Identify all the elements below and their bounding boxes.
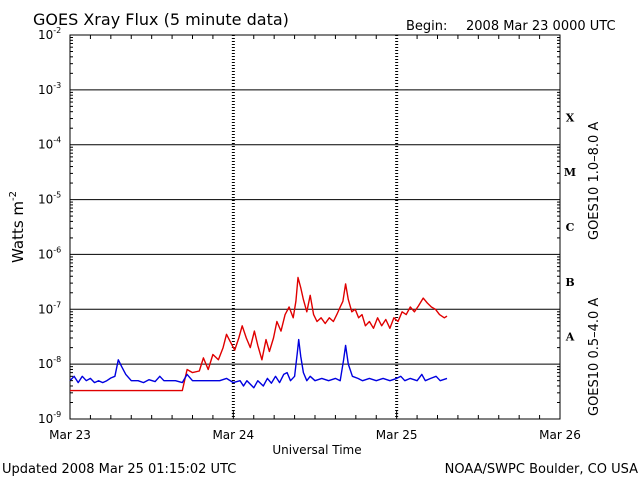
flare-class-B: B (565, 276, 574, 289)
x-axis-label: Universal Time (272, 443, 361, 457)
y-tick-exponent: -3 (53, 81, 61, 90)
legend-series-short: GOES10 0.5–4.0 A (587, 298, 602, 416)
flare-class-X: X (566, 111, 575, 124)
y-axis-label-text: Watts m (9, 201, 27, 263)
y-tick-base: 10 (38, 28, 53, 42)
y-tick-label: 10-3 (38, 81, 61, 97)
x-tick-label: Mar 23 (49, 428, 91, 442)
y-tick-label: 10-4 (38, 136, 61, 152)
begin-value: 2008 Mar 23 0000 UTC (466, 19, 616, 34)
y-tick-label: 10-9 (38, 410, 61, 426)
flare-class-labels: A B C M X (564, 111, 576, 343)
y-tick-exponent: -9 (53, 410, 61, 419)
chart-title: GOES Xray Flux (5 minute data) (33, 10, 289, 29)
y-tick-label: 10-6 (38, 245, 61, 261)
y-tick-exponent: -6 (53, 245, 61, 254)
y-tick-base: 10 (38, 357, 53, 371)
grid-lines (70, 35, 560, 419)
y-tick-exponent: -7 (53, 300, 61, 309)
begin-label: Begin: (406, 19, 447, 34)
source-credit: NOAA/SWPC Boulder, CO USA (445, 462, 638, 477)
series-group (69, 276, 448, 392)
y-axis: 10-910-810-710-610-510-410-310-2 (38, 26, 560, 426)
y-axis-label-exponent: -2 (8, 191, 19, 201)
legend-series-long: GOES10 1.0–8.0 A (587, 122, 602, 240)
y-tick-base: 10 (38, 138, 53, 152)
y-tick-base: 10 (38, 83, 53, 97)
flare-class-M: M (564, 166, 576, 179)
series-line-1 (69, 338, 448, 389)
y-tick-exponent: -2 (53, 26, 61, 35)
y-tick-base: 10 (38, 247, 53, 261)
plot-area (69, 34, 561, 420)
y-axis-label: Watts m-2 (8, 191, 27, 263)
x-tick-label: Mar 26 (539, 428, 581, 442)
updated-timestamp: Updated 2008 Mar 25 01:15:02 UTC (2, 462, 236, 477)
y-tick-label: 10-5 (38, 191, 61, 207)
y-tick-label: 10-2 (38, 26, 61, 42)
x-tick-label: Mar 24 (212, 428, 254, 442)
y-tick-base: 10 (38, 193, 53, 207)
x-tick-label: Mar 25 (376, 428, 418, 442)
flare-class-C: C (566, 221, 575, 234)
y-tick-exponent: -8 (53, 355, 61, 364)
x-axis: Mar 23 Mar 24 Mar 25 Mar 26 (49, 35, 581, 442)
y-tick-label: 10-8 (38, 355, 61, 371)
series-line-0 (70, 276, 448, 392)
y-tick-exponent: -5 (53, 191, 61, 200)
y-tick-base: 10 (38, 412, 53, 426)
y-tick-base: 10 (38, 302, 53, 316)
plot-frame (69, 34, 561, 420)
y-tick-exponent: -4 (53, 136, 61, 145)
y-tick-label: 10-7 (38, 300, 61, 316)
flare-class-A: A (565, 331, 575, 344)
